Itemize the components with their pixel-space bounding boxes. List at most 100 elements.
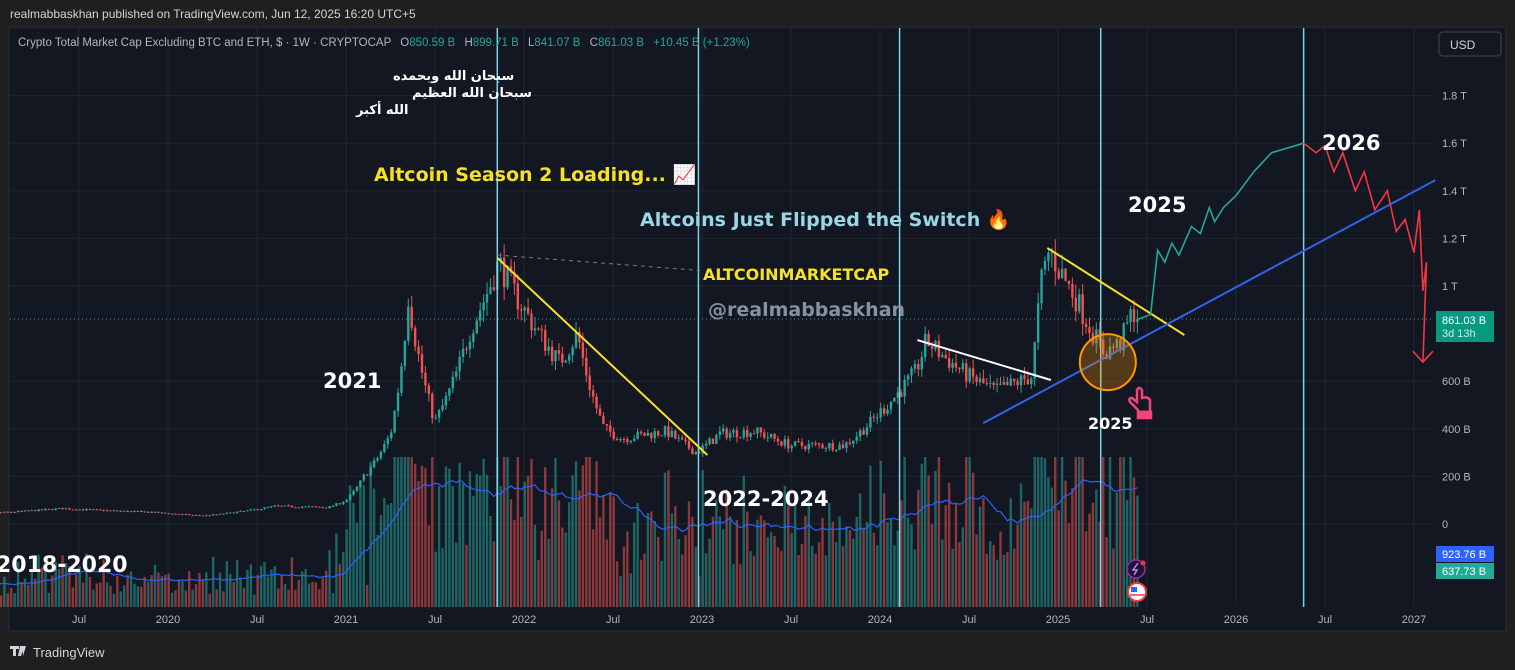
y-tick-label: 1.6 T [1442,138,1467,150]
volume-bar [858,493,862,607]
volume-bar [1026,501,1030,607]
candle-body [0,512,3,514]
volume-bar [1050,487,1054,607]
volume-bar [656,536,660,607]
candle-body [855,436,858,441]
candle-body [307,506,311,508]
candle-body [259,509,263,511]
volume-bar [951,548,954,607]
legend-change: +10.45 B (+1.23%) [653,37,750,49]
currency-button[interactable]: USD [1438,31,1502,57]
last-price-badge: 861.03 B 3d 13h [1436,311,1494,342]
volume-bar [999,531,1002,607]
candle-body [294,507,297,509]
volume-bar [160,576,164,607]
candle-body [13,511,16,513]
candle-body [848,442,852,444]
volume-ma-line [0,479,1138,586]
candle-body [1006,381,1009,386]
volume-bar [461,483,465,607]
volume-bar [585,457,588,607]
volume-bar [92,589,95,607]
tradingview-logo: TradingView [10,645,105,660]
candle-body [386,438,389,445]
candle-body [359,480,362,487]
volume-bar [735,519,739,607]
volume-bar [259,566,263,607]
time-axis[interactable]: Jul 2020 Jul 2021 Jul 2022 Jul 2023 Jul 2024 Jul 20… [72,614,1426,626]
volume-bar [783,485,787,607]
legend-low: 841.07 B [534,37,580,49]
candle-body [153,511,157,513]
candle-body [485,293,489,303]
volume-bar [318,589,321,607]
candle-body [194,514,198,516]
volume-bar [239,577,242,607]
candle-body [1136,319,1139,323]
candle-body [352,490,355,495]
candle-body [273,505,276,507]
volume-bar [1129,457,1132,607]
candle-body [376,458,379,461]
volume-bar [170,592,174,607]
candle-body [1047,252,1050,261]
volume-bar [561,527,564,607]
candle-body [379,452,383,459]
candle-body [413,327,417,347]
volume-bar [544,467,547,607]
volume-bar [23,578,27,607]
volume-bar [194,584,198,607]
volume-bar [20,582,23,607]
candle-body [766,437,769,439]
candle-body [694,452,698,455]
volume-bar [246,569,249,607]
candle-body [222,513,225,515]
volume-value: 637.73 B [1442,566,1486,578]
volume-bar [420,465,424,607]
candle-body [787,439,790,449]
lightning-event-icon[interactable] [1126,559,1146,579]
candle-body [205,515,208,517]
volume-bar [369,461,372,607]
x-tick-label: Jul [784,614,798,626]
candle-body [670,430,674,437]
candle-body [1081,294,1084,324]
candle-body [1030,378,1033,385]
candle-body [598,408,602,416]
volume-bar [78,566,81,607]
candle-body [116,510,119,512]
candle-body [146,511,150,513]
price-axis[interactable]: 0 200 B 400 B 600 B 1 T 1.2 T 1.4 T 1.6 T 1.8 T [1442,91,1471,531]
volume-bar [920,463,923,607]
volume-bar [40,567,44,607]
volume-bar [37,554,40,607]
candle-body [578,331,581,343]
volume-bar [140,586,143,607]
volume-bar [701,469,704,607]
candle-body [253,509,256,511]
legend-close: 861.03 B [598,37,644,49]
candle-body [636,431,639,439]
volume-bar [205,572,208,607]
candle-body [817,443,821,445]
us-flag-event-icon[interactable] [1127,582,1147,602]
volume-bar [468,471,472,607]
candle-body [557,350,561,354]
candle-body [489,287,492,294]
candle-body [739,437,742,439]
candle-body [691,448,694,455]
volume-bar [393,457,396,607]
volume-bar [965,457,968,607]
candle-body [674,430,677,439]
candle-body [287,505,290,507]
candle-body [1115,338,1119,349]
volume-bar [448,468,451,607]
volume-bar [143,576,146,607]
legend-high: 899.71 B [473,37,519,49]
label-2025-top: 2025 [1128,193,1186,217]
candle-body [451,376,454,389]
volume-bar [684,535,687,607]
volume-bar [1036,457,1040,607]
candle-body [735,430,739,438]
